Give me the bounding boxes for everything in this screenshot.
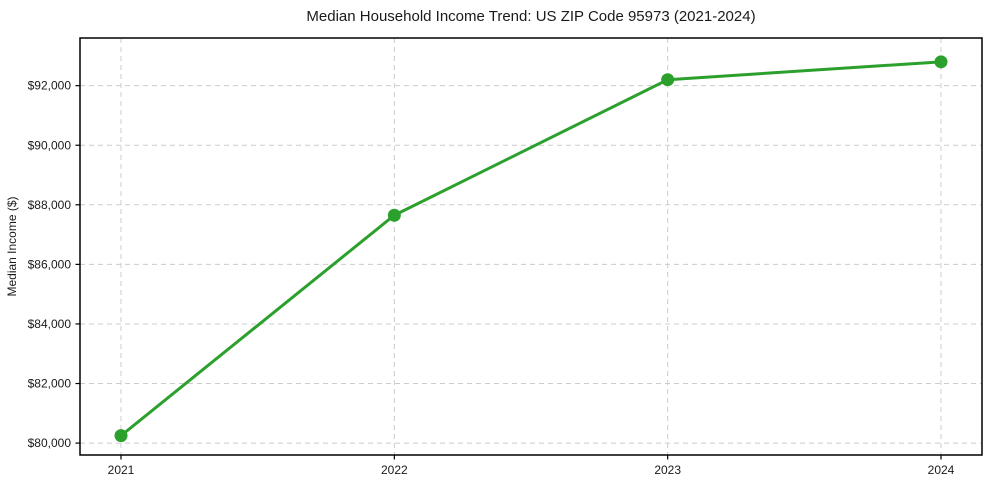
data-point bbox=[387, 208, 401, 222]
y-tick-label: $88,000 bbox=[28, 198, 72, 212]
data-point bbox=[934, 55, 948, 69]
plot-border bbox=[79, 37, 983, 456]
y-tick-label: $84,000 bbox=[28, 317, 72, 331]
y-tick-label: $80,000 bbox=[28, 436, 72, 450]
trend-line bbox=[119, 60, 943, 438]
y-tick-label: $86,000 bbox=[28, 257, 72, 271]
y-axis-label: Median Income ($) bbox=[5, 196, 19, 296]
x-tick-label: 2024 bbox=[928, 463, 955, 477]
x-tick-label: 2023 bbox=[654, 463, 681, 477]
x-tick-label: 2021 bbox=[108, 463, 135, 477]
data-point bbox=[114, 429, 128, 443]
data-point bbox=[661, 73, 675, 87]
y-tick-label: $82,000 bbox=[28, 377, 72, 391]
y-tick-label: $90,000 bbox=[28, 138, 72, 152]
chart-title: Median Household Income Trend: US ZIP Co… bbox=[306, 8, 756, 25]
y-tick-label: $92,000 bbox=[28, 79, 72, 93]
x-tick-label: 2022 bbox=[381, 463, 408, 477]
